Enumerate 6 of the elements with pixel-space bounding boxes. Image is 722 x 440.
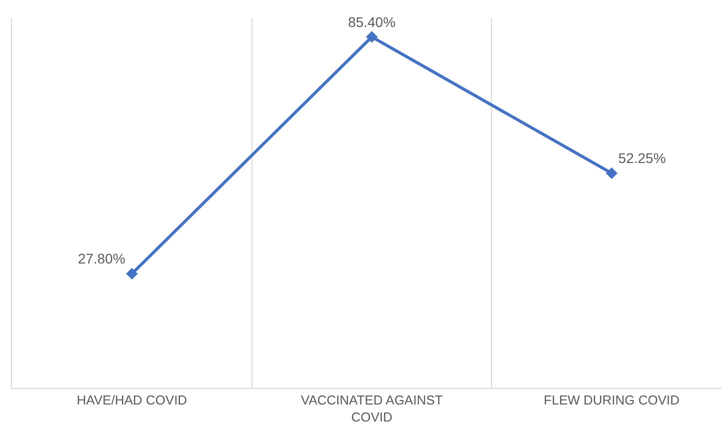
- x-tick-label: HAVE/HAD COVID: [76, 392, 188, 408]
- x-tick-label: VACCINATED AGAINST COVID: [300, 392, 443, 424]
- data-label: 27.80%: [78, 250, 126, 267]
- data-label: 52.25%: [618, 150, 666, 166]
- data-label: 85.40%: [348, 14, 396, 30]
- x-tick-label: FLEW DURING COVID: [544, 392, 680, 408]
